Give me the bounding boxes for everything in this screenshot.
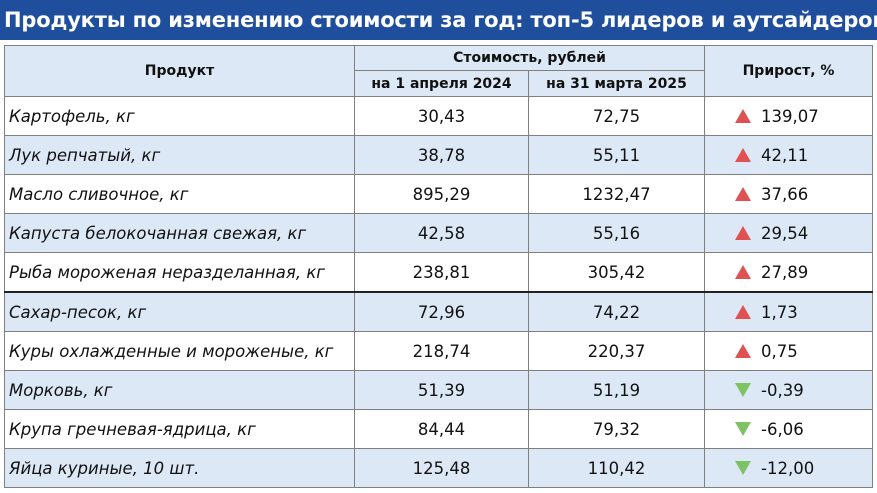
arrow-down-icon: [735, 422, 752, 436]
price-2024-cell: 125,48: [354, 448, 529, 488]
growth-cell: -0,39: [704, 370, 874, 410]
product-cell: Морковь, кг: [4, 370, 355, 410]
growth-value: 139,07: [761, 106, 819, 126]
product-cell: Крупа гречневая-ядрица, кг: [4, 409, 355, 449]
price-table: Продукт Стоимость, рублей Прирост, % на …: [4, 45, 874, 488]
growth-value: 37,66: [761, 184, 809, 204]
price-2025-cell: 110,42: [527, 448, 706, 488]
product-cell: Картофель, кг: [4, 96, 355, 136]
table-row: Яйца куриные, 10 шт. 125,48 110,42 -12,00: [4, 448, 874, 488]
price-2024-cell: 218,74: [354, 331, 529, 371]
product-cell: Яйца куриные, 10 шт.: [4, 448, 355, 488]
arrow-up-icon: [735, 226, 752, 240]
header-cost-group: Стоимость, рублей: [353, 45, 706, 71]
price-2024-cell: 30,43: [354, 96, 529, 136]
growth-cell: 139,07: [704, 96, 874, 136]
table-row: Лук репчатый, кг 38,78 55,11 42,11: [4, 135, 874, 175]
growth-cell: 42,11: [704, 135, 874, 175]
growth-value: 42,11: [761, 145, 809, 165]
growth-value: 29,54: [761, 223, 809, 243]
price-2025-cell: 74,22: [527, 291, 706, 332]
growth-cell: 27,89: [704, 252, 874, 293]
growth-cell: 1,73: [704, 291, 874, 332]
price-2025-cell: 220,37: [527, 331, 706, 371]
growth-cell: 29,54: [704, 213, 874, 253]
arrow-down-icon: [735, 461, 752, 475]
growth-value: 0,75: [761, 341, 798, 361]
table-row: Картофель, кг 30,43 72,75 139,07: [4, 96, 874, 136]
table-row: Масло сливочное, кг 895,29 1232,47 37,66: [4, 174, 874, 214]
price-2025-cell: 55,16: [527, 213, 706, 253]
price-2024-cell: 42,58: [354, 213, 529, 253]
arrow-up-icon: [735, 148, 752, 162]
header-date-b: на 31 марта 2025: [527, 70, 706, 97]
price-2025-cell: 79,32: [527, 409, 706, 449]
arrow-down-icon: [735, 383, 752, 397]
growth-value: 1,73: [761, 302, 798, 322]
price-2024-cell: 72,96: [354, 291, 529, 332]
product-cell: Лук репчатый, кг: [4, 135, 355, 175]
growth-value: -0,39: [761, 380, 804, 400]
price-2024-cell: 51,39: [354, 370, 529, 410]
product-cell: Куры охлажденные и мороженые, кг: [4, 331, 355, 371]
table-row: Капуста белокочанная свежая, кг 42,58 55,1…: [4, 213, 874, 253]
table-row: Сахар-песок, кг 72,96 74,22 1,73: [4, 291, 874, 332]
arrow-up-icon: [735, 187, 752, 201]
table-row: Морковь, кг 51,39 51,19 -0,39: [4, 370, 874, 410]
price-2024-cell: 38,78: [354, 135, 529, 175]
growth-cell: -12,00: [704, 448, 874, 488]
price-2024-cell: 84,44: [354, 409, 529, 449]
price-2025-cell: 51,19: [527, 370, 706, 410]
price-2025-cell: 1232,47: [527, 174, 706, 214]
header-date-a: на 1 апреля 2024: [354, 70, 529, 97]
arrow-up-icon: [735, 305, 752, 319]
price-2024-cell: 895,29: [354, 174, 529, 214]
price-2024-cell: 238,81: [354, 252, 529, 293]
growth-cell: 37,66: [704, 174, 874, 214]
growth-cell: -6,06: [704, 409, 874, 449]
growth-cell: 0,75: [704, 331, 874, 371]
arrow-up-icon: [735, 265, 752, 279]
price-2025-cell: 72,75: [527, 96, 706, 136]
header-product: Продукт: [4, 45, 355, 97]
page-title: Продукты по изменению стоимости за год: …: [0, 0, 877, 40]
arrow-up-icon: [735, 109, 752, 123]
growth-value: -6,06: [761, 419, 804, 439]
product-cell: Сахар-песок, кг: [4, 291, 355, 332]
growth-value: 27,89: [761, 262, 809, 282]
price-2025-cell: 55,11: [527, 135, 706, 175]
price-2025-cell: 305,42: [527, 252, 706, 293]
table-row: Рыба мороженая неразделанная, кг 238,81 30…: [4, 252, 874, 293]
table-row: Крупа гречневая-ядрица, кг 84,44 79,32 -6,0…: [4, 409, 874, 449]
product-cell: Масло сливочное, кг: [4, 174, 355, 214]
header-growth: Прирост, %: [704, 45, 874, 97]
product-cell: Капуста белокочанная свежая, кг: [4, 213, 355, 253]
table-row: Куры охлажденные и мороженые, кг 218,74 22…: [4, 331, 874, 371]
growth-value: -12,00: [761, 458, 815, 478]
product-cell: Рыба мороженая неразделанная, кг: [4, 252, 355, 293]
arrow-up-icon: [735, 344, 752, 358]
